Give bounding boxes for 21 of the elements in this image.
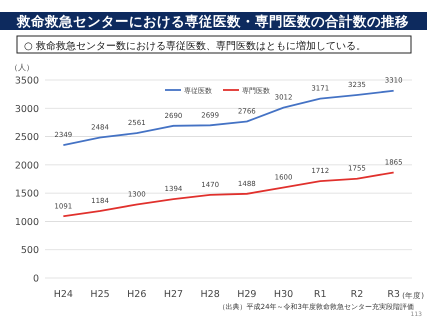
x-tick-label: H30 [274,289,294,300]
x-tick-label: R2 [350,289,364,300]
y-tick-label: 2500 [14,132,39,144]
x-tick-label: H26 [127,289,146,300]
y-tick-label: 3500 [14,76,39,86]
chart-subtitle: ○ 救命救急センター数における専従医数、専門医数はともに増加している。 [24,40,366,52]
x-tick-label: H28 [200,289,220,300]
x-tick-label: R1 [314,289,327,300]
y-tick-label: 1500 [14,188,39,200]
x-tick-label: R3 [387,289,400,300]
x-tick-label: H29 [237,289,256,300]
y-tick-label: 2000 [14,160,39,172]
chart-title: 救命救急センターにおける専従医数・専門医数の合計数の推移 [16,14,409,30]
y-tick-label: 0 [32,274,39,284]
x-tick-label: H27 [164,289,184,300]
y-axis-title: （人） [10,63,34,72]
y-tick-label: 3000 [14,104,39,115]
y-tick-label: 500 [20,245,39,256]
x-tick-label: H24 [54,289,73,300]
y-tick-label: 1000 [14,216,39,228]
x-tick-label: H25 [90,289,110,300]
